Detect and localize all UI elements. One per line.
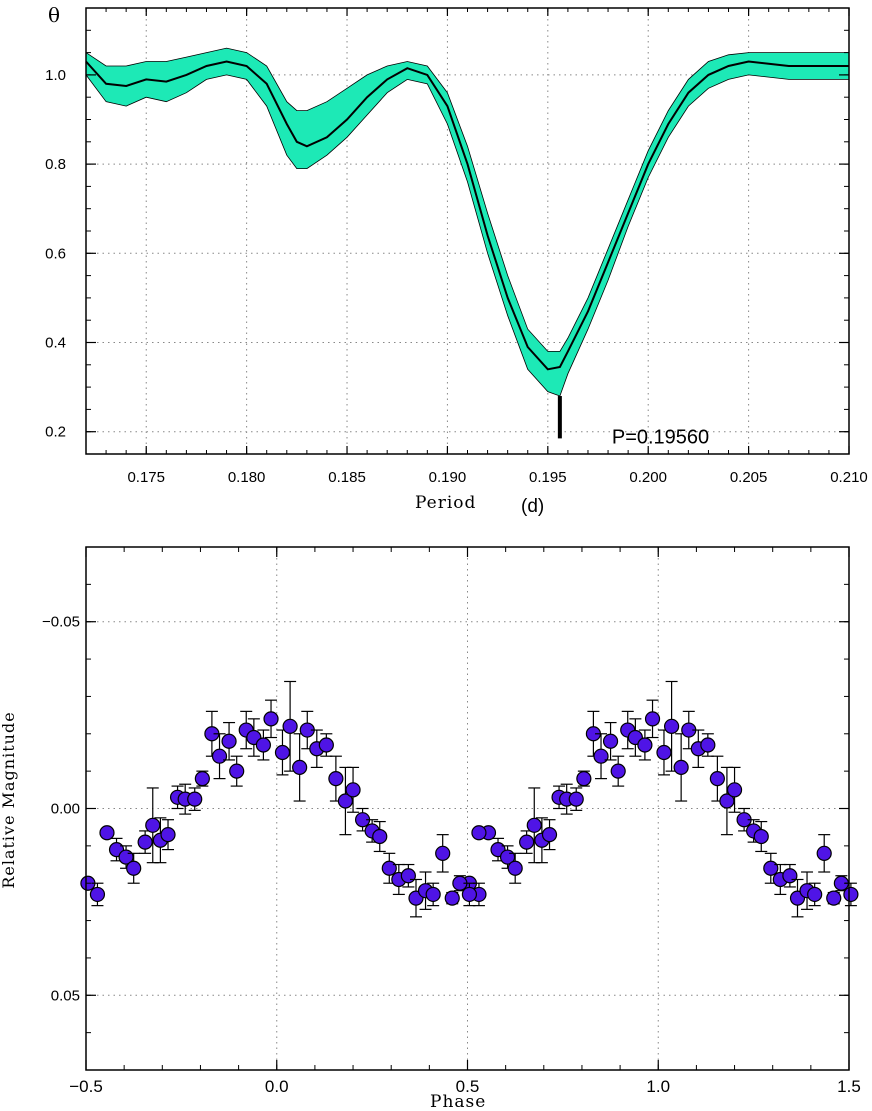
- y-tick-label: 1.0: [45, 67, 66, 84]
- y-tick-label: 0.05: [51, 987, 80, 1004]
- phase-points: [80, 680, 859, 918]
- data-point: [345, 782, 361, 798]
- data-point: [221, 733, 237, 749]
- data-point: [318, 737, 334, 753]
- data-point: [526, 817, 542, 833]
- x-tick-label: −0.5: [69, 1077, 103, 1096]
- data-point: [400, 868, 416, 884]
- data-point: [435, 845, 451, 861]
- x-tick-label: 1.0: [646, 1077, 670, 1096]
- data-point: [644, 711, 661, 727]
- data-point: [425, 886, 441, 903]
- data-point: [187, 791, 203, 807]
- data-point: [137, 834, 153, 850]
- data-point: [211, 748, 228, 764]
- x-tick-label: 0.195: [529, 469, 567, 486]
- data-point: [519, 834, 535, 850]
- data-point: [229, 763, 245, 779]
- data-point: [444, 890, 460, 906]
- data-point: [843, 886, 859, 903]
- phase-panel: −0.5 0.0 0.5 1.0 1.5 −0.05 0.00 0.05 Phase Rela…: [0, 546, 861, 1111]
- periodogram-ticks: 0.175 0.180 0.185 0.190 0.195 0.200 0.205 0.210…: [45, 8, 868, 486]
- data-point: [337, 793, 354, 809]
- y-tick-label: 0.4: [45, 335, 66, 352]
- y-tick-label: −0.05: [42, 614, 80, 631]
- x-tick-label: 0.200: [629, 469, 667, 486]
- x-tick-label: 0.5: [456, 1077, 480, 1096]
- data-point: [673, 759, 689, 776]
- data-point: [145, 817, 161, 833]
- data-point: [541, 827, 558, 843]
- data-point: [700, 737, 716, 753]
- periodogram-panel: P=0.19560 0.175 0.180 0.185 0.190 0.195 0.200…: [45, 3, 868, 517]
- x-tick-label: 0.210: [830, 469, 868, 486]
- data-point: [656, 744, 672, 761]
- data-point: [763, 860, 779, 876]
- data-point: [99, 825, 115, 841]
- data-point: [282, 718, 298, 734]
- data-point: [602, 733, 619, 749]
- periodogram-line: [85, 60, 849, 371]
- x-tick-label: 0.190: [429, 469, 467, 486]
- period-annotation: P=0.19560: [612, 427, 709, 449]
- periodogram-band: [85, 47, 850, 397]
- data-point: [709, 771, 725, 787]
- data-point: [194, 771, 210, 787]
- x-tick-label: 1.5: [837, 1077, 861, 1096]
- data-point: [89, 886, 106, 903]
- data-point: [726, 782, 743, 798]
- periodogram-xunit: (d): [521, 496, 544, 517]
- y-tick-label: 0.2: [45, 424, 66, 441]
- y-tick-label: 0.6: [45, 245, 66, 262]
- data-point: [372, 828, 388, 845]
- phase-xlabel: Phase: [430, 1092, 486, 1111]
- x-tick-label: 0.180: [228, 469, 266, 486]
- data-point: [274, 744, 291, 761]
- data-point: [507, 860, 523, 876]
- periodogram-ylabel: θ: [48, 3, 60, 27]
- data-point: [664, 718, 680, 734]
- phase-ticks: −0.5 0.0 0.5 1.0 1.5 −0.05 0.00 0.05: [42, 546, 861, 1096]
- x-tick-label: 0.205: [730, 469, 768, 486]
- data-point: [719, 793, 735, 809]
- data-point: [816, 845, 832, 861]
- data-point: [160, 827, 176, 843]
- data-point: [753, 828, 769, 845]
- data-point: [593, 748, 609, 764]
- data-point: [807, 886, 823, 903]
- data-point: [381, 860, 397, 876]
- y-tick-label: 0.00: [51, 801, 80, 818]
- x-tick-label: 0.0: [265, 1077, 289, 1096]
- data-point: [292, 759, 308, 776]
- data-point: [826, 890, 842, 906]
- data-point: [568, 791, 584, 807]
- data-point: [461, 886, 478, 903]
- data-point: [471, 825, 487, 841]
- periodogram-xlabel: Period: [415, 493, 476, 513]
- y-tick-label: 0.8: [45, 156, 66, 173]
- data-point: [782, 868, 798, 884]
- data-point: [637, 737, 653, 753]
- x-tick-label: 0.175: [127, 469, 165, 486]
- data-point: [576, 771, 592, 787]
- x-tick-label: 0.185: [328, 469, 366, 486]
- data-point: [610, 763, 626, 779]
- data-point: [126, 860, 142, 876]
- data-point: [255, 737, 271, 753]
- phase-ylabel: Relative Magnitude: [0, 711, 18, 888]
- data-point: [328, 771, 344, 787]
- data-point: [263, 711, 279, 727]
